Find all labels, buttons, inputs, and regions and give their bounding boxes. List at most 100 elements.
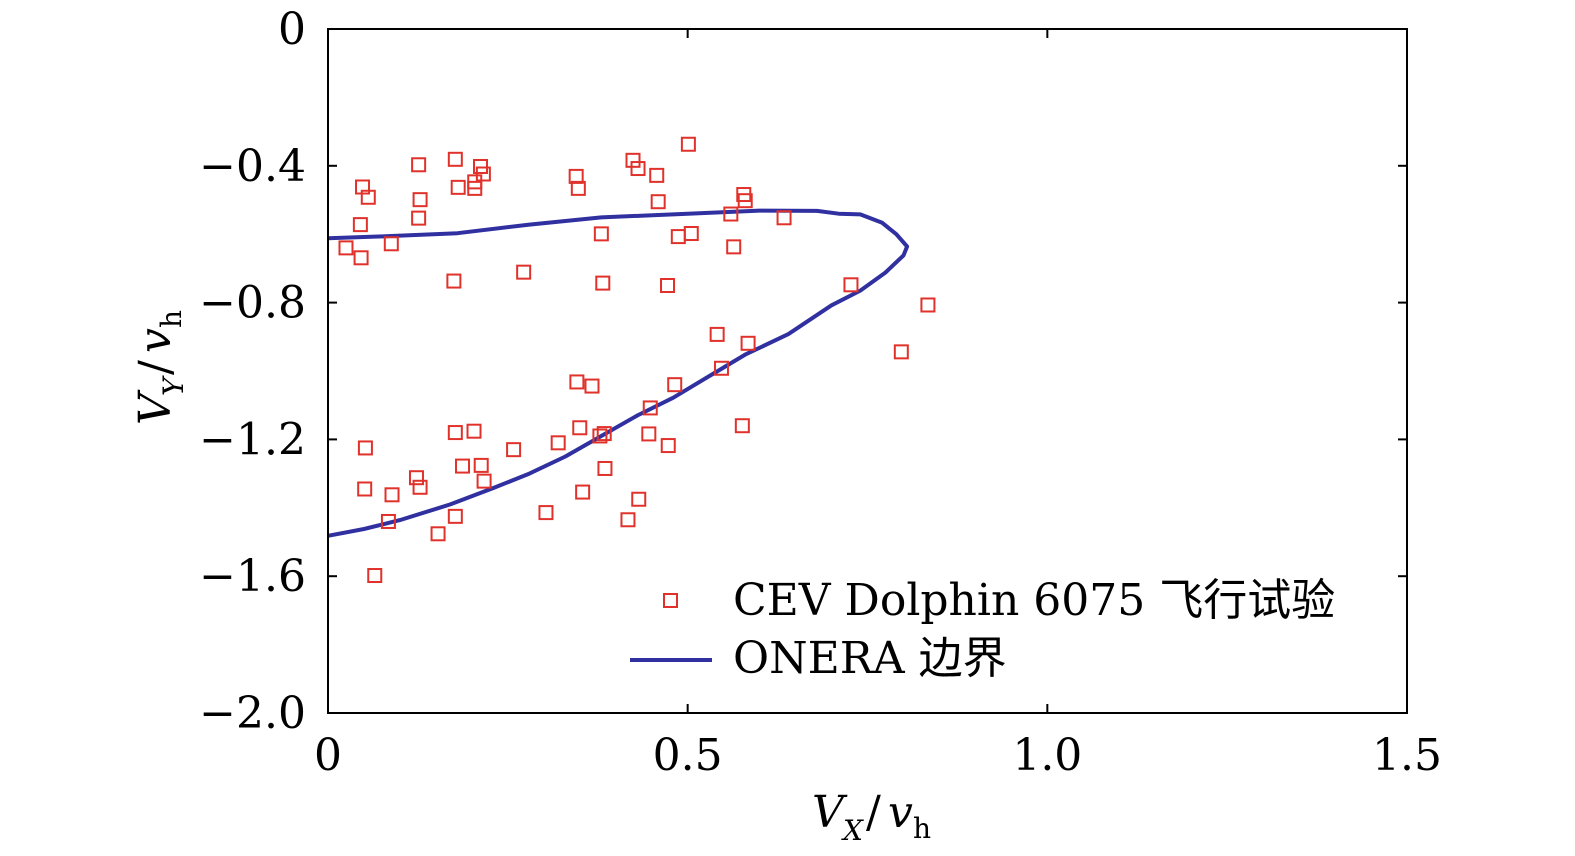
flight-test-point: [660, 438, 676, 454]
flight-test-point: [593, 226, 609, 242]
flight-test-point: [516, 264, 532, 280]
flight-test-point: [338, 240, 354, 256]
flight-test-point: [450, 179, 466, 195]
x-tick-label: 1.0: [1012, 730, 1082, 781]
y-tick-label: −1.2: [199, 414, 306, 465]
flight-test-point: [592, 428, 608, 444]
flight-test-point: [575, 484, 591, 500]
flight-test-point: [467, 180, 483, 196]
flight-test-point: [473, 457, 489, 473]
flight-test-point: [446, 273, 462, 289]
flight-test-point: [472, 158, 488, 174]
flight-test-point: [352, 217, 368, 233]
legend-marker-square: [663, 593, 678, 608]
flight-test-point: [447, 151, 463, 167]
y-tick-label: −0.8: [199, 278, 306, 329]
flight-test-point: [597, 460, 613, 476]
y-axis-label-sub: Y: [157, 375, 190, 396]
flight-test-point: [360, 189, 376, 205]
flight-test-point: [430, 526, 446, 542]
flight-test-point: [550, 435, 566, 451]
flight-test-point: [475, 166, 491, 182]
flight-test-point: [843, 277, 859, 293]
flight-test-point: [353, 250, 369, 266]
flight-test-point: [412, 479, 428, 495]
flight-test-series: [338, 136, 936, 584]
flight-test-point: [920, 297, 936, 313]
flight-test-point: [569, 374, 585, 390]
flight-test-point: [367, 568, 383, 584]
flight-test-point: [776, 210, 792, 226]
flight-test-point: [538, 505, 554, 521]
flight-test-point: [476, 473, 492, 489]
flight-test-point: [723, 206, 739, 222]
y-axis-label-slash: /: [130, 360, 181, 375]
flight-test-point: [466, 423, 482, 439]
onera-boundary-series: [327, 208, 910, 538]
flight-test-point: [455, 458, 471, 474]
flight-test-point: [596, 426, 612, 442]
flight-test-point: [709, 326, 725, 342]
y-tick-label: −1.6: [199, 551, 306, 602]
flight-test-point: [570, 180, 586, 196]
flight-test-point: [667, 377, 683, 393]
y-axis-label-denom: v: [130, 328, 181, 353]
flight-test-point: [641, 426, 657, 442]
flight-test-point: [408, 470, 424, 486]
y-tick-label: −2.0: [199, 688, 306, 739]
flight-test-point: [649, 167, 665, 183]
x-axis-label-denom: v: [888, 787, 913, 838]
y-tick-label: −0.4: [199, 141, 306, 192]
flight-test-point: [568, 168, 584, 184]
flight-test-point: [411, 157, 427, 173]
flight-test-point: [630, 161, 646, 177]
onera-boundary-line: [327, 208, 910, 538]
axis-ticks: [327, 28, 1408, 714]
legend-label-onera: ONERA 边界: [733, 633, 1007, 684]
flight-test-point: [447, 508, 463, 524]
flight-test-point: [734, 418, 750, 434]
flight-test-point: [357, 440, 373, 456]
flight-test-point: [642, 400, 658, 416]
flight-test-point: [737, 193, 753, 209]
flight-test-point: [411, 210, 427, 226]
y-axis-label-denom-sub: h: [155, 310, 188, 328]
flight-test-point: [650, 194, 666, 210]
flight-test-point: [584, 378, 600, 394]
y-axis-label: V Y / v h: [130, 310, 190, 425]
flight-test-point: [713, 360, 729, 376]
x-axis-label-main: V: [812, 787, 848, 838]
flight-test-point: [683, 226, 699, 242]
flight-test-point: [660, 278, 676, 293]
y-tick-labels: 0 −0.4 −0.8 −1.2 −1.6 −2.0: [199, 4, 306, 739]
flight-test-point: [620, 512, 636, 528]
flight-test-point: [383, 236, 399, 252]
flight-test-point: [384, 487, 400, 503]
x-tick-label: 0.5: [653, 730, 723, 781]
flight-test-point: [595, 275, 611, 291]
x-axis-label: V X / v h: [812, 787, 931, 847]
flight-test-point: [506, 442, 522, 458]
legend-label-flight-test: CEV Dolphin 6075 飞行试验: [733, 575, 1335, 626]
flight-test-point: [726, 239, 742, 255]
x-tick-label: 0: [314, 730, 342, 781]
plot-frame: [327, 28, 1408, 714]
y-tick-label: 0: [278, 4, 306, 55]
flight-test-point: [572, 420, 588, 436]
flight-test-point: [380, 513, 396, 529]
x-tick-label: 1.5: [1372, 730, 1442, 781]
x-axis-label-sub: X: [841, 814, 864, 847]
flight-test-point: [893, 344, 909, 360]
flight-test-point: [357, 481, 373, 497]
x-axis-label-slash: /: [866, 787, 881, 838]
flight-test-point: [680, 136, 696, 152]
x-axis-label-denom-sub: h: [913, 812, 931, 845]
legend: CEV Dolphin 6075 飞行试验 ONERA 边界: [630, 575, 1335, 684]
flight-test-point: [412, 192, 428, 208]
y-axis-label-main: V: [130, 389, 181, 425]
flight-test-point: [740, 335, 756, 351]
x-tick-labels: 0 0.5 1.0 1.5: [314, 730, 1442, 781]
flight-test-point: [447, 425, 463, 441]
flight-test-point: [625, 152, 641, 168]
